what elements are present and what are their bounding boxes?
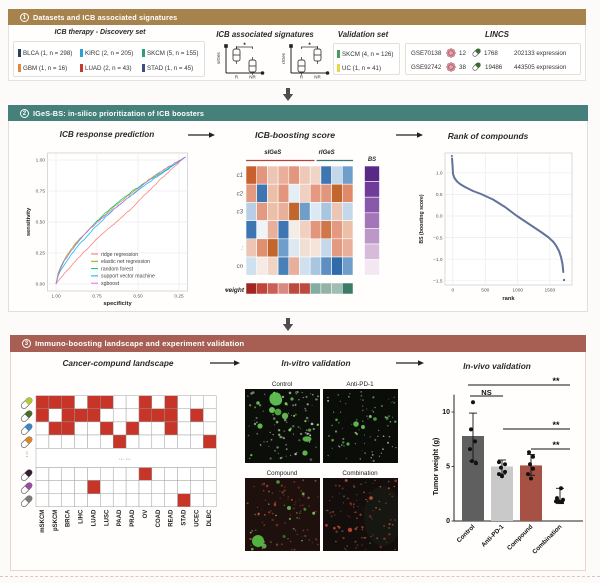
svg-text:weight: weight [225,287,245,294]
svg-text:0.00: 0.00 [36,282,46,288]
svg-text:pSKCM: pSKCM [53,510,59,531]
svg-text::: : [241,246,243,252]
svg-text:R: R [235,75,239,80]
svg-text:1.00: 1.00 [51,294,61,300]
svg-text:Tumor weight (g): Tumor weight (g) [431,437,440,495]
svg-text:BRCA: BRCA [66,509,72,527]
svg-text:−0.5: −0.5 [433,235,443,241]
svg-text:*: * [308,43,311,49]
svg-text:5: 5 [446,464,450,471]
svg-text:1000: 1000 [512,288,523,294]
svg-text:NR: NR [249,75,256,80]
svg-text:c3: c3 [237,210,244,216]
svg-text:STAD: STAD [182,509,188,526]
svg-text:**: ** [552,376,560,386]
svg-text:elastic net regression: elastic net regression [101,259,150,265]
svg-text:0.25: 0.25 [174,294,184,300]
svg-text:COAD: COAD [156,509,162,527]
svg-text:BS: BS [368,157,376,163]
svg-text:... ...: ... ... [119,456,131,462]
svg-text:rIGes: rIGes [281,52,286,64]
svg-text:Combination: Combination [531,523,563,555]
svg-text:**: ** [552,440,560,450]
svg-text:READ: READ [169,509,175,527]
svg-text:NS: NS [481,388,491,397]
svg-text:*: * [243,43,246,49]
svg-text:UCEC: UCEC [194,509,200,527]
svg-text:−1.0: −1.0 [433,257,443,263]
svg-text:sIGes: sIGes [216,51,221,64]
svg-text:Anti-PD-1: Anti-PD-1 [480,523,506,549]
svg-text:DLBC: DLBC [207,509,213,526]
svg-text:0.0: 0.0 [436,214,443,220]
svg-text:c1: c1 [237,173,243,179]
svg-text:0: 0 [451,288,454,294]
svg-text:sIGeS: sIGeS [264,150,281,156]
svg-text:LIHC: LIHC [79,509,85,524]
svg-text:c2: c2 [237,191,244,197]
svg-text:Control: Control [456,523,477,544]
svg-text:1500: 1500 [544,288,555,294]
svg-text:cn: cn [237,264,244,270]
svg-text:xgboost: xgboost [101,281,120,287]
svg-text:1.0: 1.0 [436,171,443,177]
svg-text:R: R [300,75,304,80]
svg-text:Compound: Compound [506,523,535,552]
svg-text:0.50: 0.50 [133,294,143,300]
svg-text:PAAD: PAAD [117,509,123,526]
svg-text:specificity: specificity [103,301,132,307]
svg-text:0.5: 0.5 [436,192,443,198]
svg-text:ridge regression: ridge regression [101,252,138,258]
svg-text:0: 0 [446,518,450,525]
svg-text:rank: rank [502,296,515,302]
svg-text:sensitivity: sensitivity [26,207,32,236]
svg-text:**: ** [552,420,560,430]
svg-text:OV: OV [143,510,149,519]
svg-text:0.75: 0.75 [36,189,46,195]
svg-text:random forest: random forest [101,266,134,272]
svg-text:support vector machine: support vector machine [101,274,155,280]
svg-text:10: 10 [442,409,450,416]
svg-text:0.50: 0.50 [36,220,46,226]
svg-text:PRAD: PRAD [130,509,136,527]
svg-text:LUAD: LUAD [91,509,97,526]
svg-text:BS (boosting score): BS (boosting score) [419,194,425,244]
svg-text:500: 500 [481,288,489,294]
svg-text:0.75: 0.75 [92,294,102,300]
svg-text:NR: NR [314,75,321,80]
svg-text:0.25: 0.25 [36,251,46,257]
svg-text:1.00: 1.00 [36,158,46,164]
svg-text:LUSC: LUSC [104,509,110,526]
svg-text:mSKCM: mSKCM [40,510,46,533]
svg-text:rIGeS: rIGeS [319,150,335,156]
svg-text:−1.5: −1.5 [433,279,443,285]
